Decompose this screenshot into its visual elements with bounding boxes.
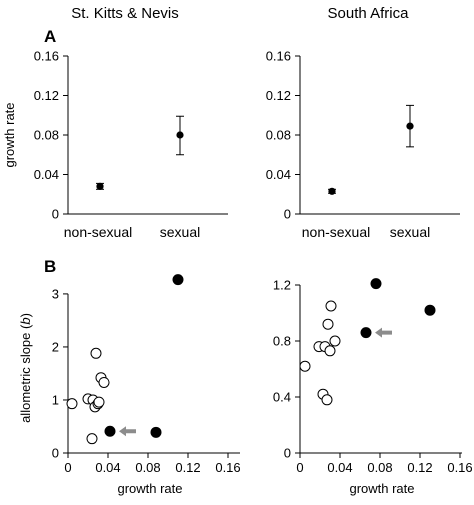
y-axis-label-part: ) (18, 313, 33, 317)
x-category-label: non-sexual (302, 224, 371, 240)
y-tick-label: 3 (52, 286, 59, 301)
y-axis-label-part: allometric slope ( (18, 324, 33, 423)
x-tick-label: 0.04 (327, 460, 352, 475)
data-point (96, 182, 104, 190)
data-point-open (98, 376, 110, 388)
x-tick-label: 0.04 (95, 460, 120, 475)
data-point-filled (172, 274, 184, 286)
data-point (176, 131, 184, 139)
x-tick-label: 0 (296, 460, 303, 475)
highlight-arrow (119, 426, 136, 437)
data-point (406, 122, 414, 130)
data-point-open (322, 318, 334, 330)
data-point-filled (150, 426, 162, 438)
column-title-left: St. Kitts & Nevis (71, 5, 179, 22)
y-tick-label: 0.4 (273, 390, 291, 405)
panel-a-right: 0 0.04 0.08 0.12 0.16 non-sexual sexual (266, 49, 460, 240)
y-tick-label: 0.8 (273, 334, 291, 349)
x-tick-label: 0.16 (215, 460, 240, 475)
y-tick-label: 0 (284, 207, 291, 222)
highlight-arrow (375, 327, 392, 338)
y-tick-label: 0 (284, 446, 291, 461)
panel-a-left: 0 0.04 0.08 0.12 0.16 non-sexual sexual growth … (2, 49, 228, 240)
y-axis-label-variable: b (18, 317, 33, 324)
y-tick-label: 0.08 (266, 128, 291, 143)
y-axis-label: growth rate (2, 102, 17, 167)
y-tick-label: 0.08 (34, 128, 59, 143)
panel-letter-b: B (44, 257, 56, 276)
y-tick-label: 0.12 (266, 88, 291, 103)
x-tick-label: 0.08 (135, 460, 160, 475)
column-title-right: South Africa (328, 5, 410, 22)
data-point-filled (370, 278, 382, 290)
y-tick-label: 0.04 (266, 167, 291, 182)
y-tick-label: 1 (52, 392, 59, 407)
y-tick-label: 0.04 (34, 167, 59, 182)
data-point-open (329, 335, 341, 347)
data-point-open (93, 396, 105, 408)
y-tick-label: 1.2 (273, 278, 291, 293)
x-category-label: sexual (160, 224, 200, 240)
data-point-open (324, 345, 336, 357)
y-tick-label: 0.16 (34, 49, 59, 64)
x-axis-label: growth rate (117, 481, 182, 496)
data-point-open (90, 347, 102, 359)
y-axis-label: allometric slope (b) (18, 313, 33, 423)
y-tick-label: 0.12 (34, 88, 59, 103)
data-point-filled (104, 425, 116, 437)
y-tick-label: 2 (52, 339, 59, 354)
x-tick-label: 0.16 (447, 460, 472, 475)
data-point-open (86, 433, 98, 445)
y-tick-label: 0 (52, 207, 59, 222)
y-tick-label: 0 (52, 446, 59, 461)
x-category-label: sexual (390, 224, 430, 240)
data-point (328, 187, 336, 195)
x-tick-label: 0 (64, 460, 71, 475)
data-point-filled (424, 304, 436, 316)
panel-letter-a: A (44, 27, 56, 46)
panel-b-right: 0 0.4 0.8 1.2 0 0.04 0.08 0.12 0.16 growth rate (273, 278, 473, 497)
data-point-open (66, 398, 78, 410)
x-category-label: non-sexual (64, 224, 133, 240)
data-point-open (325, 300, 337, 312)
x-tick-label: 0.12 (175, 460, 200, 475)
panel-b-left: 0 1 2 3 0 0.04 0.08 0.12 0.16 growth rate allometr… (18, 274, 241, 496)
x-tick-label: 0.12 (407, 460, 432, 475)
data-point-open (299, 360, 311, 372)
data-point-open (321, 394, 333, 406)
x-axis-label: growth rate (349, 481, 414, 496)
x-tick-label: 0.08 (367, 460, 392, 475)
data-point-filled (360, 327, 372, 339)
y-tick-label: 0.16 (266, 49, 291, 64)
